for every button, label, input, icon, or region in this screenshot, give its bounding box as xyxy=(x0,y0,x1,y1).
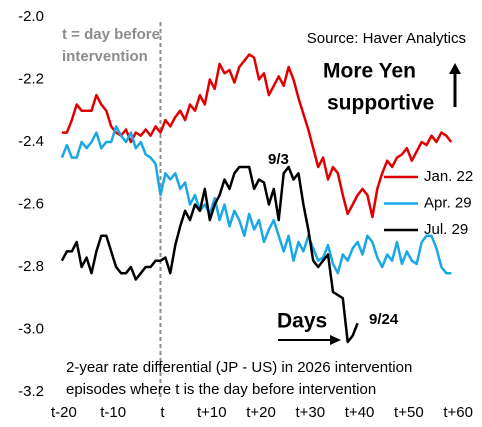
x-tick-label: t+40 xyxy=(345,404,375,421)
annotation: 9/24 xyxy=(369,311,399,328)
x-tick-label: t+20 xyxy=(246,404,276,421)
y-tick-label: -2.2 xyxy=(18,70,44,87)
y-tick-label: -3.2 xyxy=(18,383,44,400)
x-tick-label: t+10 xyxy=(197,404,227,421)
y-tick-label: -2.8 xyxy=(18,258,44,275)
x-tick-label: t-20 xyxy=(51,404,77,421)
y-tick-label: -2.4 xyxy=(18,133,44,150)
y-tick-label: -3.0 xyxy=(18,320,44,337)
source: Source: Haver Analytics xyxy=(307,30,466,47)
annotation: supportive xyxy=(327,92,434,115)
series-line xyxy=(60,165,359,344)
annotation: 9/3 xyxy=(268,151,289,168)
x-tick-label: t+60 xyxy=(443,404,473,421)
y-tick-label: -2.6 xyxy=(18,195,44,212)
x-tick-label: t+30 xyxy=(296,404,326,421)
legend-label: Apr. 29 xyxy=(424,194,472,211)
arrow-head xyxy=(330,335,341,345)
series-line xyxy=(61,53,453,219)
legend-label: Jan. 22 xyxy=(424,168,473,185)
annotation: Days xyxy=(277,310,327,333)
arrow-head xyxy=(449,63,461,74)
series-line xyxy=(60,125,452,275)
annotation: t = day before xyxy=(62,26,160,43)
legend-label: Jul. 29 xyxy=(424,221,468,238)
caption: 2-year rate differential (JP - US) in 20… xyxy=(66,359,412,376)
x-tick-label: t+50 xyxy=(394,404,424,421)
caption: episodes where t is the day before inter… xyxy=(66,381,376,398)
x-tick-label: t-10 xyxy=(100,404,126,421)
annotation: intervention xyxy=(62,48,148,65)
x-tick-label: t xyxy=(160,404,165,421)
y-tick-label: -2.0 xyxy=(18,8,44,25)
annotation: More Yen xyxy=(323,60,416,83)
